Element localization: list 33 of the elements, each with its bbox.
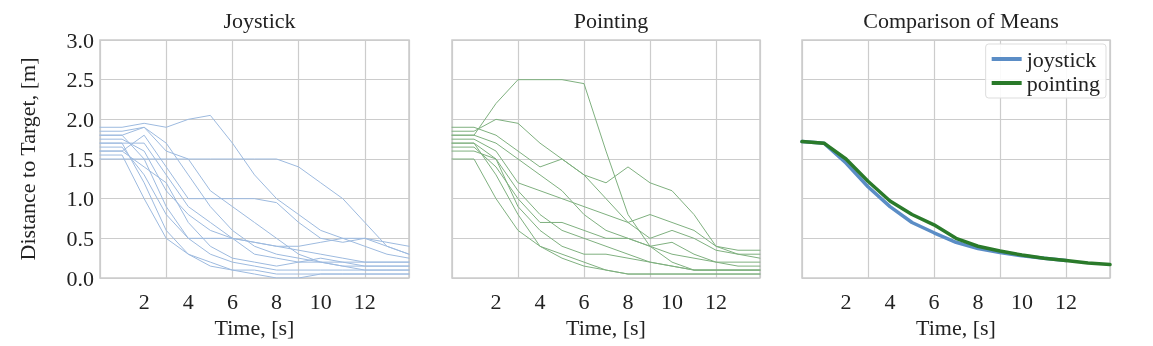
x-tick-label: 4 [534, 288, 546, 314]
y-tick-label: 0.0 [66, 265, 94, 291]
x-tick-label: 12 [705, 288, 727, 314]
x-tick-label: 2 [840, 288, 852, 314]
chart-title: Joystick [223, 7, 296, 33]
x-tick-label: 6 [928, 288, 940, 314]
x-tick-label: 8 [271, 288, 283, 314]
x-tick-label: 4 [182, 288, 194, 314]
y-axis-title: Distance to Target, [m] [14, 57, 40, 261]
x-tick-label: 10 [661, 288, 683, 314]
chart-title: Pointing [573, 7, 649, 33]
y-tick-label: 2.0 [66, 106, 94, 132]
y-tick-label: 2.5 [66, 67, 94, 93]
x-tick-label: 8 [972, 288, 984, 314]
legend-label: joystick [1025, 46, 1097, 72]
y-tick-label: 1.5 [66, 146, 94, 172]
y-tick-label: 0.5 [66, 225, 94, 251]
chart-title: Comparison of Means [863, 7, 1059, 33]
x-tick-label: 12 [1055, 288, 1077, 314]
x-tick-label: 6 [578, 288, 590, 314]
x-tick-label: 8 [622, 288, 634, 314]
x-axis-title: Time, [s] [214, 315, 295, 341]
x-tick-label: 6 [226, 288, 238, 314]
y-tick-label: 3.0 [66, 27, 94, 53]
x-tick-label: 2 [138, 288, 150, 314]
x-axis-title: Time, [s] [566, 315, 646, 341]
x-tick-label: 2 [490, 288, 502, 314]
x-tick-label: 10 [1011, 288, 1033, 314]
x-tick-label: 4 [884, 288, 896, 314]
y-tick-label: 1.0 [66, 186, 94, 212]
x-tick-label: 10 [309, 288, 332, 314]
x-axis-title: Time, [s] [916, 315, 996, 341]
x-tick-label: 12 [353, 288, 376, 314]
